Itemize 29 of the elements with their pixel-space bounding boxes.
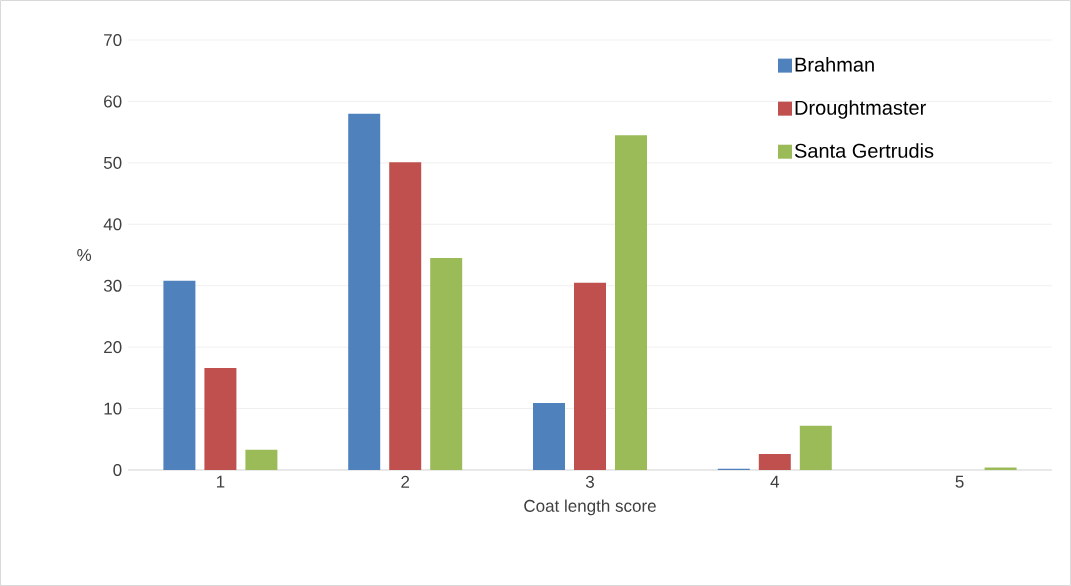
x-tick-label: 3 [585,475,594,488]
bar [758,454,791,470]
y-tick-label: 70 [104,33,122,47]
x-tick-label: 5 [955,475,964,488]
y-tick-label: 50 [103,156,122,169]
bar [204,368,237,470]
y-tick-label: 0 [113,463,122,477]
legend-label: Brahman [795,57,874,72]
bar [615,135,647,470]
x-tick-label: 4 [770,475,780,488]
legend-label: Santa Gertrudis [794,143,934,158]
bar [389,162,422,470]
y-tick-label: 40 [103,218,122,231]
x-tick-label: 2 [401,475,410,488]
x-tick-label: 1 [216,475,225,488]
y-tick-label: 10 [104,402,122,415]
bar [245,449,278,470]
bar [348,113,381,470]
x-axis-title: Coat length score [524,499,656,516]
y-axis-title: % [77,249,92,261]
bar [430,258,463,470]
y-tick-label: 30 [103,279,122,292]
legend-label: Droughtmaster [795,100,926,119]
bar [574,282,606,470]
bar [799,425,832,470]
bar [533,403,565,470]
y-tick-label: 60 [104,95,122,108]
y-tick-label: 20 [104,341,122,354]
bar [163,280,196,470]
